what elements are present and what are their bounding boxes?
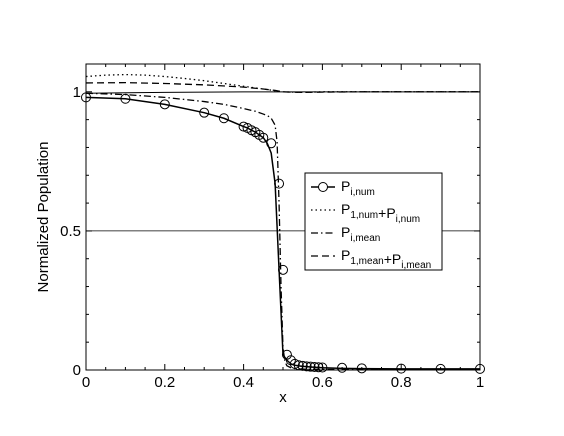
legend-marker [318,182,328,192]
data-point [301,361,312,372]
legend-box [304,172,443,271]
series-line-1 [85,73,480,94]
data-point [317,362,328,373]
data-point [313,362,324,373]
legend-label: P1,num+Pi,num [341,201,420,225]
x-tick-label: 0.4 [233,374,254,391]
data-point [199,107,210,118]
y-tick-label: 0 [73,362,81,379]
legend-label: Pi,mean [341,224,380,244]
y-tick-label: 1 [73,84,81,101]
data-point [258,132,269,143]
data-point [159,99,170,110]
data-point [337,362,348,373]
series-line-4 [85,91,480,94]
data-point [305,361,316,372]
data-point [274,178,285,189]
axis-ticks: 0 0.2 0.4 0.6 0.8 1 0 0.5 1 [60,63,484,391]
x-tick-label: 0.6 [312,374,333,391]
legend-label: P1,mean+Pi,mean [341,247,431,271]
data-point [285,355,296,366]
x-tick-label: 1 [476,374,484,391]
data-point [278,264,288,275]
x-tick-label: 0.2 [154,374,175,391]
series-line-3 [85,81,480,94]
data-point [266,138,277,149]
x-axis-label: x [279,389,287,406]
x-tick-label: 0 [82,374,90,391]
x-tick-label: 0.8 [391,374,412,391]
legend-label: Pi,num [341,178,375,198]
y-axis-label: Normalized Population [35,142,52,293]
y-tick-label: 0.5 [60,223,81,240]
data-point [356,363,367,374]
data-point [218,113,229,124]
data-point [309,361,320,372]
